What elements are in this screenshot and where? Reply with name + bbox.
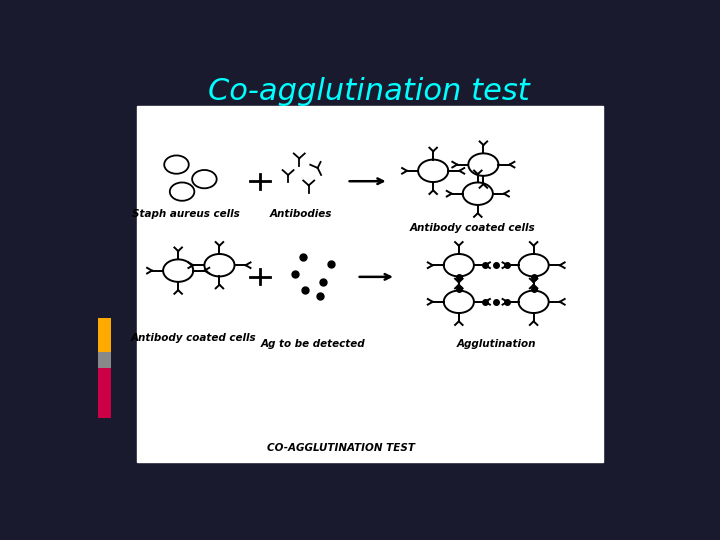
Bar [99,352,111,368]
Text: Staph aureus cells: Staph aureus cells [132,208,240,219]
Text: Antibody coated cells: Antibody coated cells [410,223,535,233]
Text: Co-agglutination test: Co-agglutination test [208,77,530,106]
Text: Antibodies: Antibodies [270,208,332,219]
Text: Ag to be detected: Ag to be detected [261,339,366,349]
FancyBboxPatch shape [138,106,603,462]
Text: Agglutination: Agglutination [456,339,536,349]
Bar [99,368,111,418]
Text: CO-AGGLUTINATION TEST: CO-AGGLUTINATION TEST [267,443,415,453]
Bar [99,319,111,352]
Text: Antibody coated cells: Antibody coated cells [130,333,256,343]
